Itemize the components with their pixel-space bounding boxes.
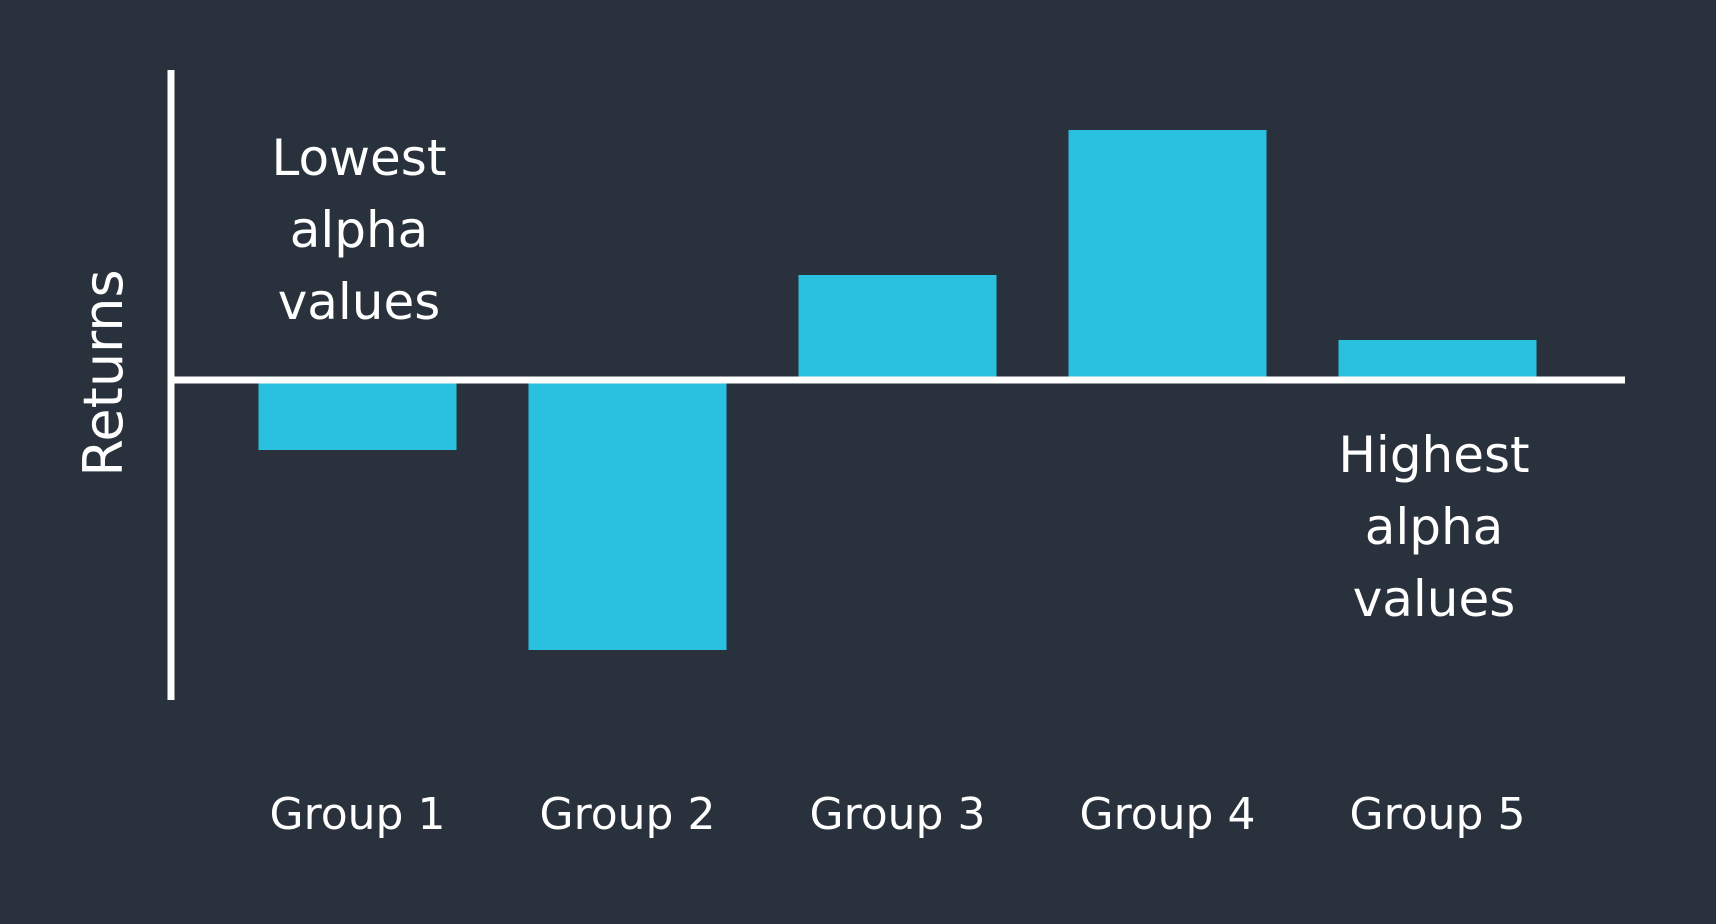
y-axis-label: Returns: [72, 269, 135, 476]
annotation-highest-alpha: Highest alpha values: [1338, 426, 1529, 628]
annotation-line: values: [1353, 570, 1516, 628]
bar-group-5: [1338, 340, 1537, 380]
bar-group-4: [1068, 130, 1267, 380]
x-tick-labels: Group 1 Group 2 Group 3 Group 4 Group 5: [270, 789, 1526, 840]
bars-layer: [258, 130, 1537, 650]
x-tick-label: Group 1: [270, 789, 446, 840]
annotation-line: Highest: [1338, 426, 1529, 484]
annotations-layer: Lowest alpha values Highest alpha values: [272, 129, 1530, 628]
bar-group-1: [258, 380, 457, 450]
annotation-line: alpha: [290, 201, 429, 259]
x-tick-label: Group 4: [1080, 789, 1256, 840]
annotation-line: Lowest: [272, 129, 447, 187]
bar-group-3: [798, 275, 997, 380]
annotation-line: values: [278, 273, 441, 331]
x-tick-label: Group 5: [1350, 789, 1526, 840]
bar-group-2: [528, 380, 727, 650]
annotation-line: alpha: [1365, 498, 1504, 556]
x-tick-label: Group 2: [540, 789, 716, 840]
annotation-lowest-alpha: Lowest alpha values: [272, 129, 447, 331]
x-tick-label: Group 3: [810, 789, 986, 840]
